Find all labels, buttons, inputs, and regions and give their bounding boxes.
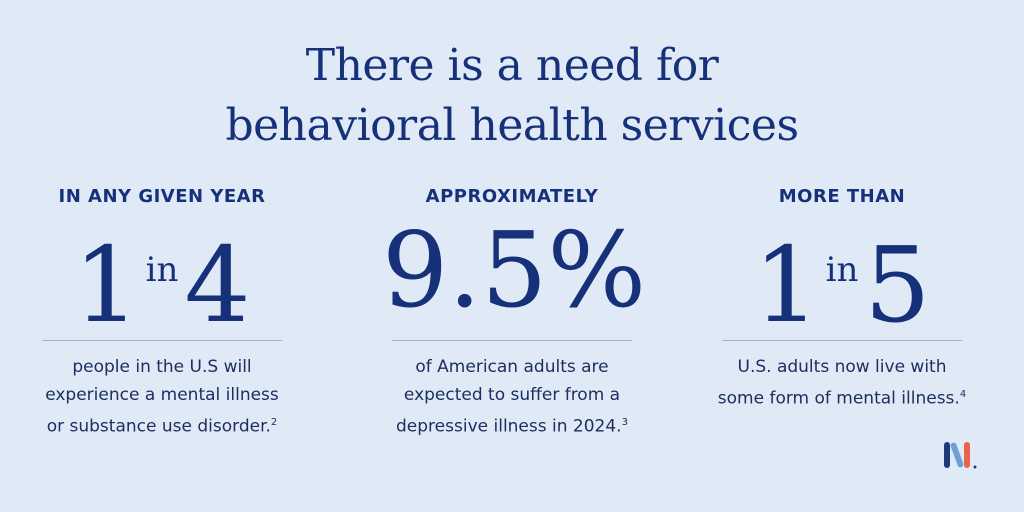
description: people in the U.S will experience a ment…: [32, 353, 292, 441]
divider: [722, 340, 962, 341]
footnote: 3: [621, 417, 628, 428]
big-number: 9.5%: [382, 209, 647, 331]
description-line: experience a mental illness: [45, 385, 279, 405]
big-number: 4: [184, 224, 251, 346]
big-number: 1: [73, 224, 140, 346]
stat: MORE THAN 1 in5 U.S. adults now live with…: [712, 186, 972, 413]
stat: IN ANY GIVEN YEAR 1 in4 people in the U.S…: [32, 186, 292, 441]
stat: APPROXIMATELY 9.5% of American adults ar…: [382, 186, 646, 441]
title: There is a need for behavioral health se…: [0, 36, 1024, 156]
description-line: U.S. adults now live with: [737, 357, 947, 377]
description-line: depressive illness in 2024.: [396, 416, 622, 437]
stat-number: 1 in4: [32, 214, 292, 341]
stat-number: 9.5%: [382, 214, 646, 326]
in-word: in: [825, 250, 859, 290]
description-line: or substance use disorder.: [46, 416, 271, 437]
in-word: in: [145, 250, 179, 290]
description: U.S. adults now live with some form of m…: [712, 353, 972, 413]
big-number: 5: [864, 224, 931, 346]
big-number: 1: [753, 224, 820, 346]
description-line: people in the U.S will: [72, 357, 252, 377]
footnote: 2: [270, 417, 278, 428]
logo: [944, 442, 977, 469]
divider: [392, 340, 632, 341]
description-line: of American adults are: [415, 357, 609, 377]
description: of American adults are expected to suffe…: [382, 353, 642, 441]
title-line: behavioral health services: [225, 100, 799, 151]
title-line: There is a need for: [305, 40, 719, 91]
stat-label: APPROXIMATELY: [425, 186, 599, 207]
stat-label: MORE THAN: [778, 186, 906, 207]
divider: [42, 340, 282, 341]
stat-number: 1 in5: [712, 214, 972, 341]
stat-label: IN ANY GIVEN YEAR: [58, 186, 266, 207]
description-line: some form of mental illness.: [717, 388, 960, 409]
description-line: expected to suffer from a: [403, 385, 621, 405]
footnote: 4: [959, 389, 967, 400]
